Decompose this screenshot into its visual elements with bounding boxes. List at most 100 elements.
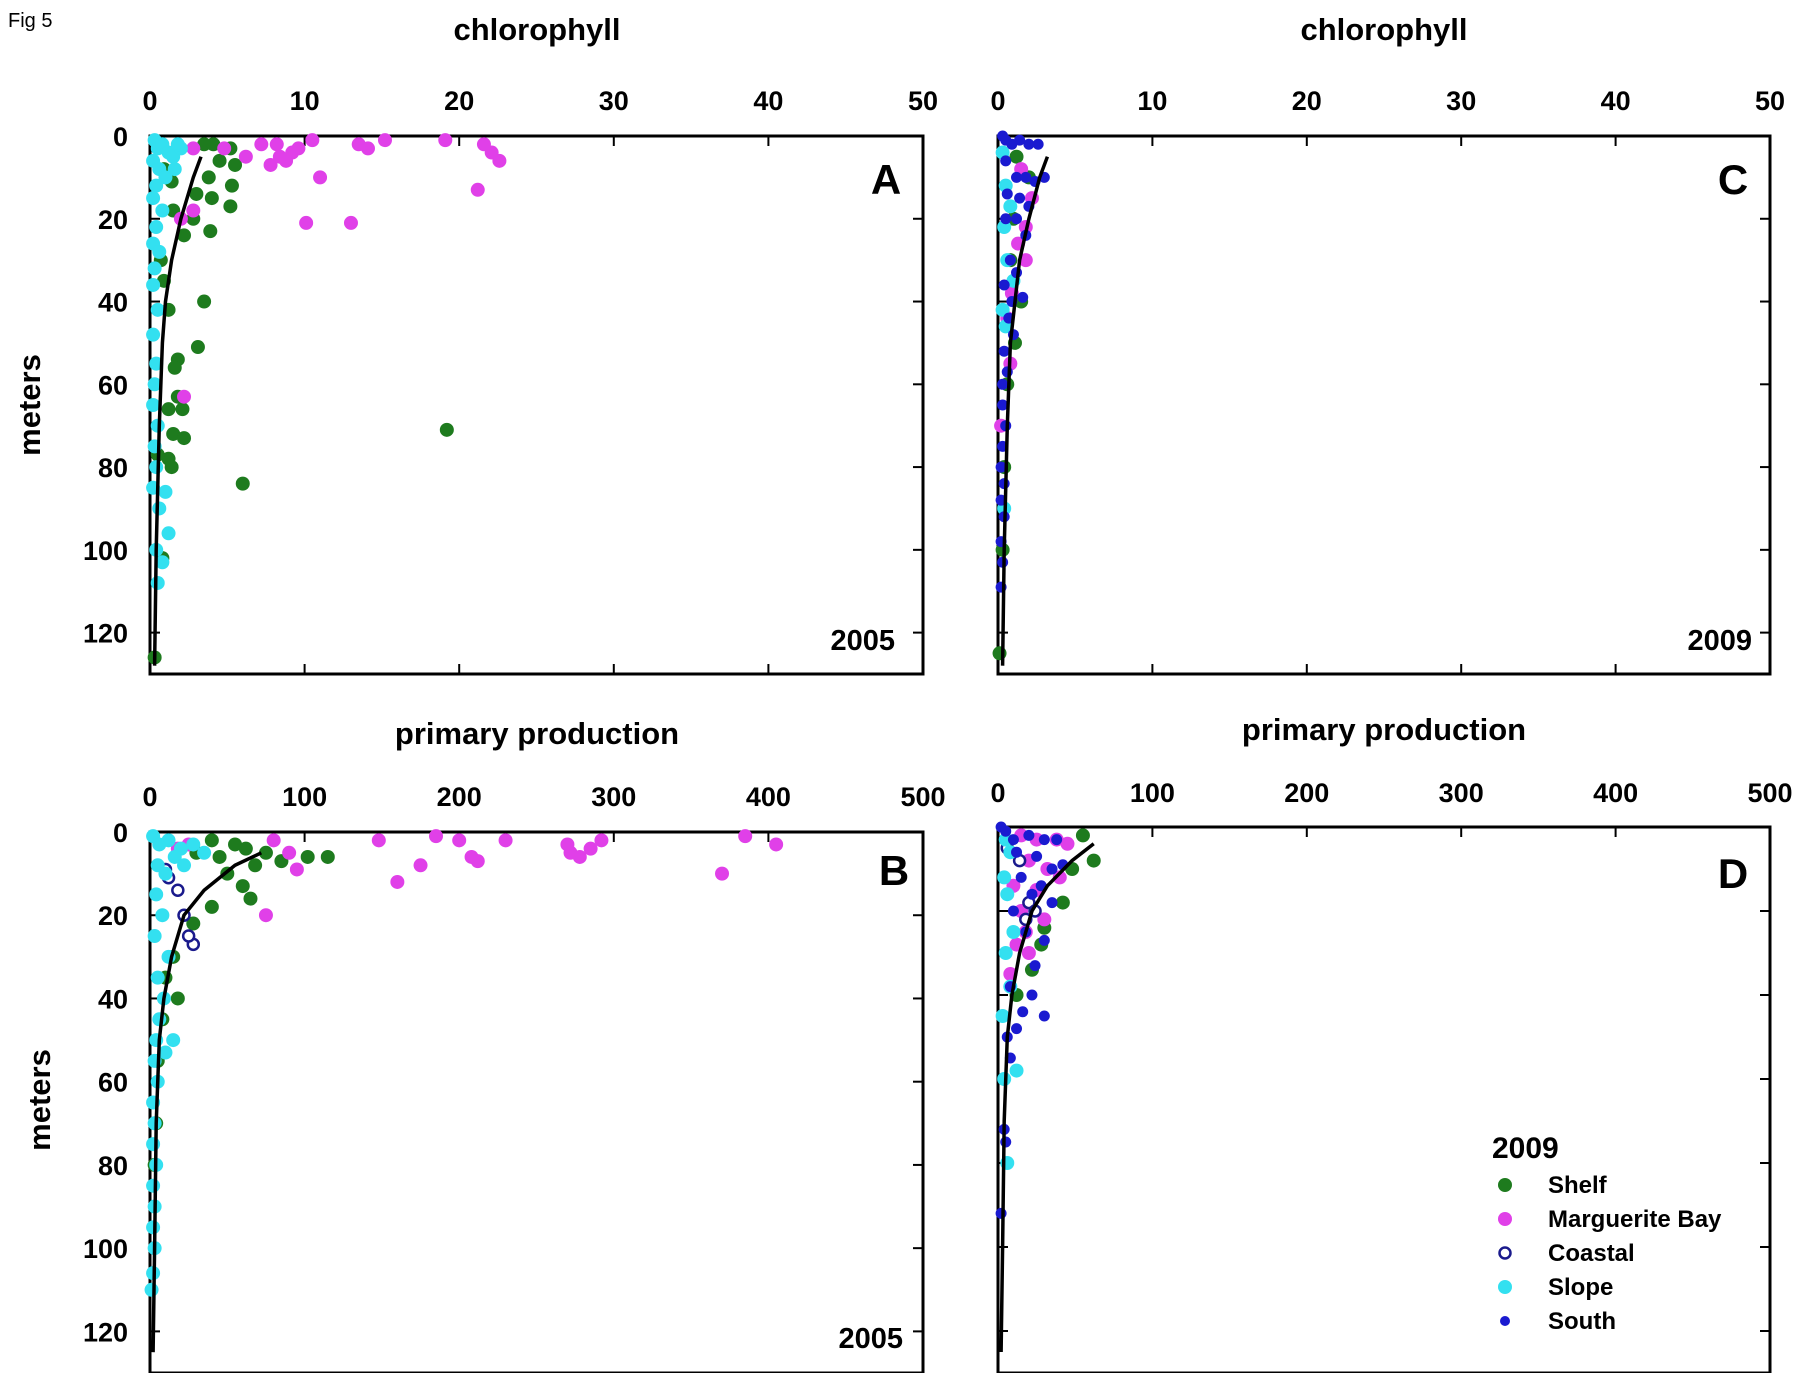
x-axis-title: chlorophyll xyxy=(1300,12,1467,47)
x-tick-label: 200 xyxy=(1284,778,1329,808)
point-south xyxy=(1001,188,1013,200)
point-south xyxy=(1032,138,1044,150)
legend-marker-slope xyxy=(1498,1280,1512,1294)
data-points xyxy=(992,130,1050,661)
y-tick-label: 20 xyxy=(98,205,128,235)
panel-letter: A xyxy=(871,156,901,203)
point-slope xyxy=(158,484,173,499)
point-shelf xyxy=(166,426,181,441)
data-points xyxy=(146,133,507,665)
point-south xyxy=(1004,254,1016,266)
point-slope xyxy=(147,377,162,392)
point-marguerite-bay xyxy=(272,149,287,164)
point-shelf xyxy=(1086,853,1101,868)
point-slope xyxy=(150,302,165,317)
year-label: 2005 xyxy=(830,625,895,657)
point-slope xyxy=(146,398,161,412)
point-marguerite-bay xyxy=(1018,253,1033,268)
fit-curve xyxy=(151,851,263,1353)
point-shelf xyxy=(248,858,263,873)
point-marguerite-bay xyxy=(377,133,392,148)
point-marguerite-bay xyxy=(269,137,284,152)
point-marguerite-bay xyxy=(177,389,192,404)
point-shelf xyxy=(258,845,273,860)
point-marguerite-bay xyxy=(263,157,278,172)
point-south xyxy=(1026,989,1038,1001)
panel-a: 0 10 20 30 40 50 0 20 40 60 80 100 120 chlorophyll met… xyxy=(12,12,938,676)
x-tick-label: 20 xyxy=(444,86,474,116)
point-slope xyxy=(170,137,185,152)
x-tick-label: 30 xyxy=(599,86,629,116)
point-south xyxy=(1046,897,1058,909)
point-shelf xyxy=(167,360,182,375)
panels-group: 0 10 20 30 40 50020406080100120chlorophyllmet… xyxy=(12,12,1793,1373)
point-shelf xyxy=(1075,828,1090,843)
point-south xyxy=(1017,291,1029,303)
x-tick-label: 300 xyxy=(1439,778,1484,808)
y-tick-label: 100 xyxy=(83,536,128,566)
point-slope xyxy=(155,203,170,218)
point-marguerite-bay xyxy=(1037,912,1052,927)
x-tick-label: 100 xyxy=(282,782,327,812)
point-shelf xyxy=(228,837,243,852)
point-south xyxy=(1020,171,1032,183)
x-tick-label: 50 xyxy=(908,86,938,116)
y-tick-label: 20 xyxy=(98,901,128,931)
point-shelf xyxy=(177,431,192,446)
point-south xyxy=(1029,960,1041,972)
point-marguerite-bay xyxy=(313,170,328,185)
point-slope xyxy=(158,1045,173,1060)
point-shelf xyxy=(204,191,219,206)
year-label: 2009 xyxy=(1687,625,1752,657)
point-slope xyxy=(144,1282,159,1297)
x-tick-label: 500 xyxy=(900,782,945,812)
point-slope xyxy=(146,191,161,206)
point-marguerite-bay xyxy=(715,866,730,881)
legend-label: Shelf xyxy=(1548,1172,1608,1199)
point-marguerite-bay xyxy=(470,182,485,197)
y-tick-label: 100 xyxy=(83,1234,128,1264)
x-tick-label: 40 xyxy=(1601,86,1631,116)
point-slope xyxy=(149,356,164,371)
point-shelf xyxy=(204,833,219,848)
point-slope xyxy=(1009,1063,1024,1078)
point-slope xyxy=(155,908,170,923)
point-marguerite-bay xyxy=(217,141,232,156)
point-south xyxy=(1017,1006,1029,1018)
point-south xyxy=(998,279,1010,291)
point-slope xyxy=(150,575,165,590)
point-shelf xyxy=(228,157,243,172)
point-slope xyxy=(150,970,165,985)
y-axis-title: meters xyxy=(22,1049,57,1151)
point-shelf xyxy=(201,170,216,185)
point-south xyxy=(1031,850,1043,862)
y-tick-label: 60 xyxy=(98,1068,128,1098)
y-tick-label: 0 xyxy=(113,122,128,152)
point-marguerite-bay xyxy=(266,833,281,848)
legend-marker-south xyxy=(1500,1316,1510,1326)
point-marguerite-bay xyxy=(282,845,297,860)
point-marguerite-bay xyxy=(299,215,314,230)
point-marguerite-bay xyxy=(254,137,269,152)
panel-letter: C xyxy=(1718,156,1748,203)
point-shelf xyxy=(203,224,218,239)
point-marguerite-bay xyxy=(360,141,375,156)
point-marguerite-bay xyxy=(291,141,306,156)
point-marguerite-bay xyxy=(390,874,405,889)
point-slope xyxy=(1003,199,1018,214)
point-shelf xyxy=(235,879,250,894)
x-tick-label: 30 xyxy=(1446,86,1476,116)
point-south xyxy=(1038,934,1050,946)
point-slope xyxy=(997,870,1012,885)
x-tick-label: 20 xyxy=(1292,86,1322,116)
point-slope xyxy=(995,1009,1010,1023)
point-slope xyxy=(998,946,1013,960)
x-tick-label: 40 xyxy=(753,86,783,116)
y-tick-label: 40 xyxy=(98,288,128,318)
panel-d: 0 100 200 300 400 500 primary production D xyxy=(990,712,1793,1373)
point-coastal xyxy=(171,883,185,898)
point-south xyxy=(1023,138,1035,150)
y-axis-title: meters xyxy=(12,354,47,456)
point-slope xyxy=(167,849,182,864)
legend-label: Slope xyxy=(1548,1274,1613,1301)
